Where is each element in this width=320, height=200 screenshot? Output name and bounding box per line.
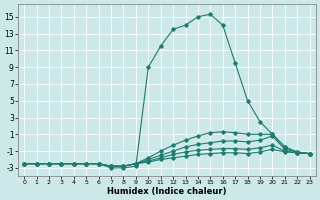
X-axis label: Humidex (Indice chaleur): Humidex (Indice chaleur) <box>107 187 227 196</box>
